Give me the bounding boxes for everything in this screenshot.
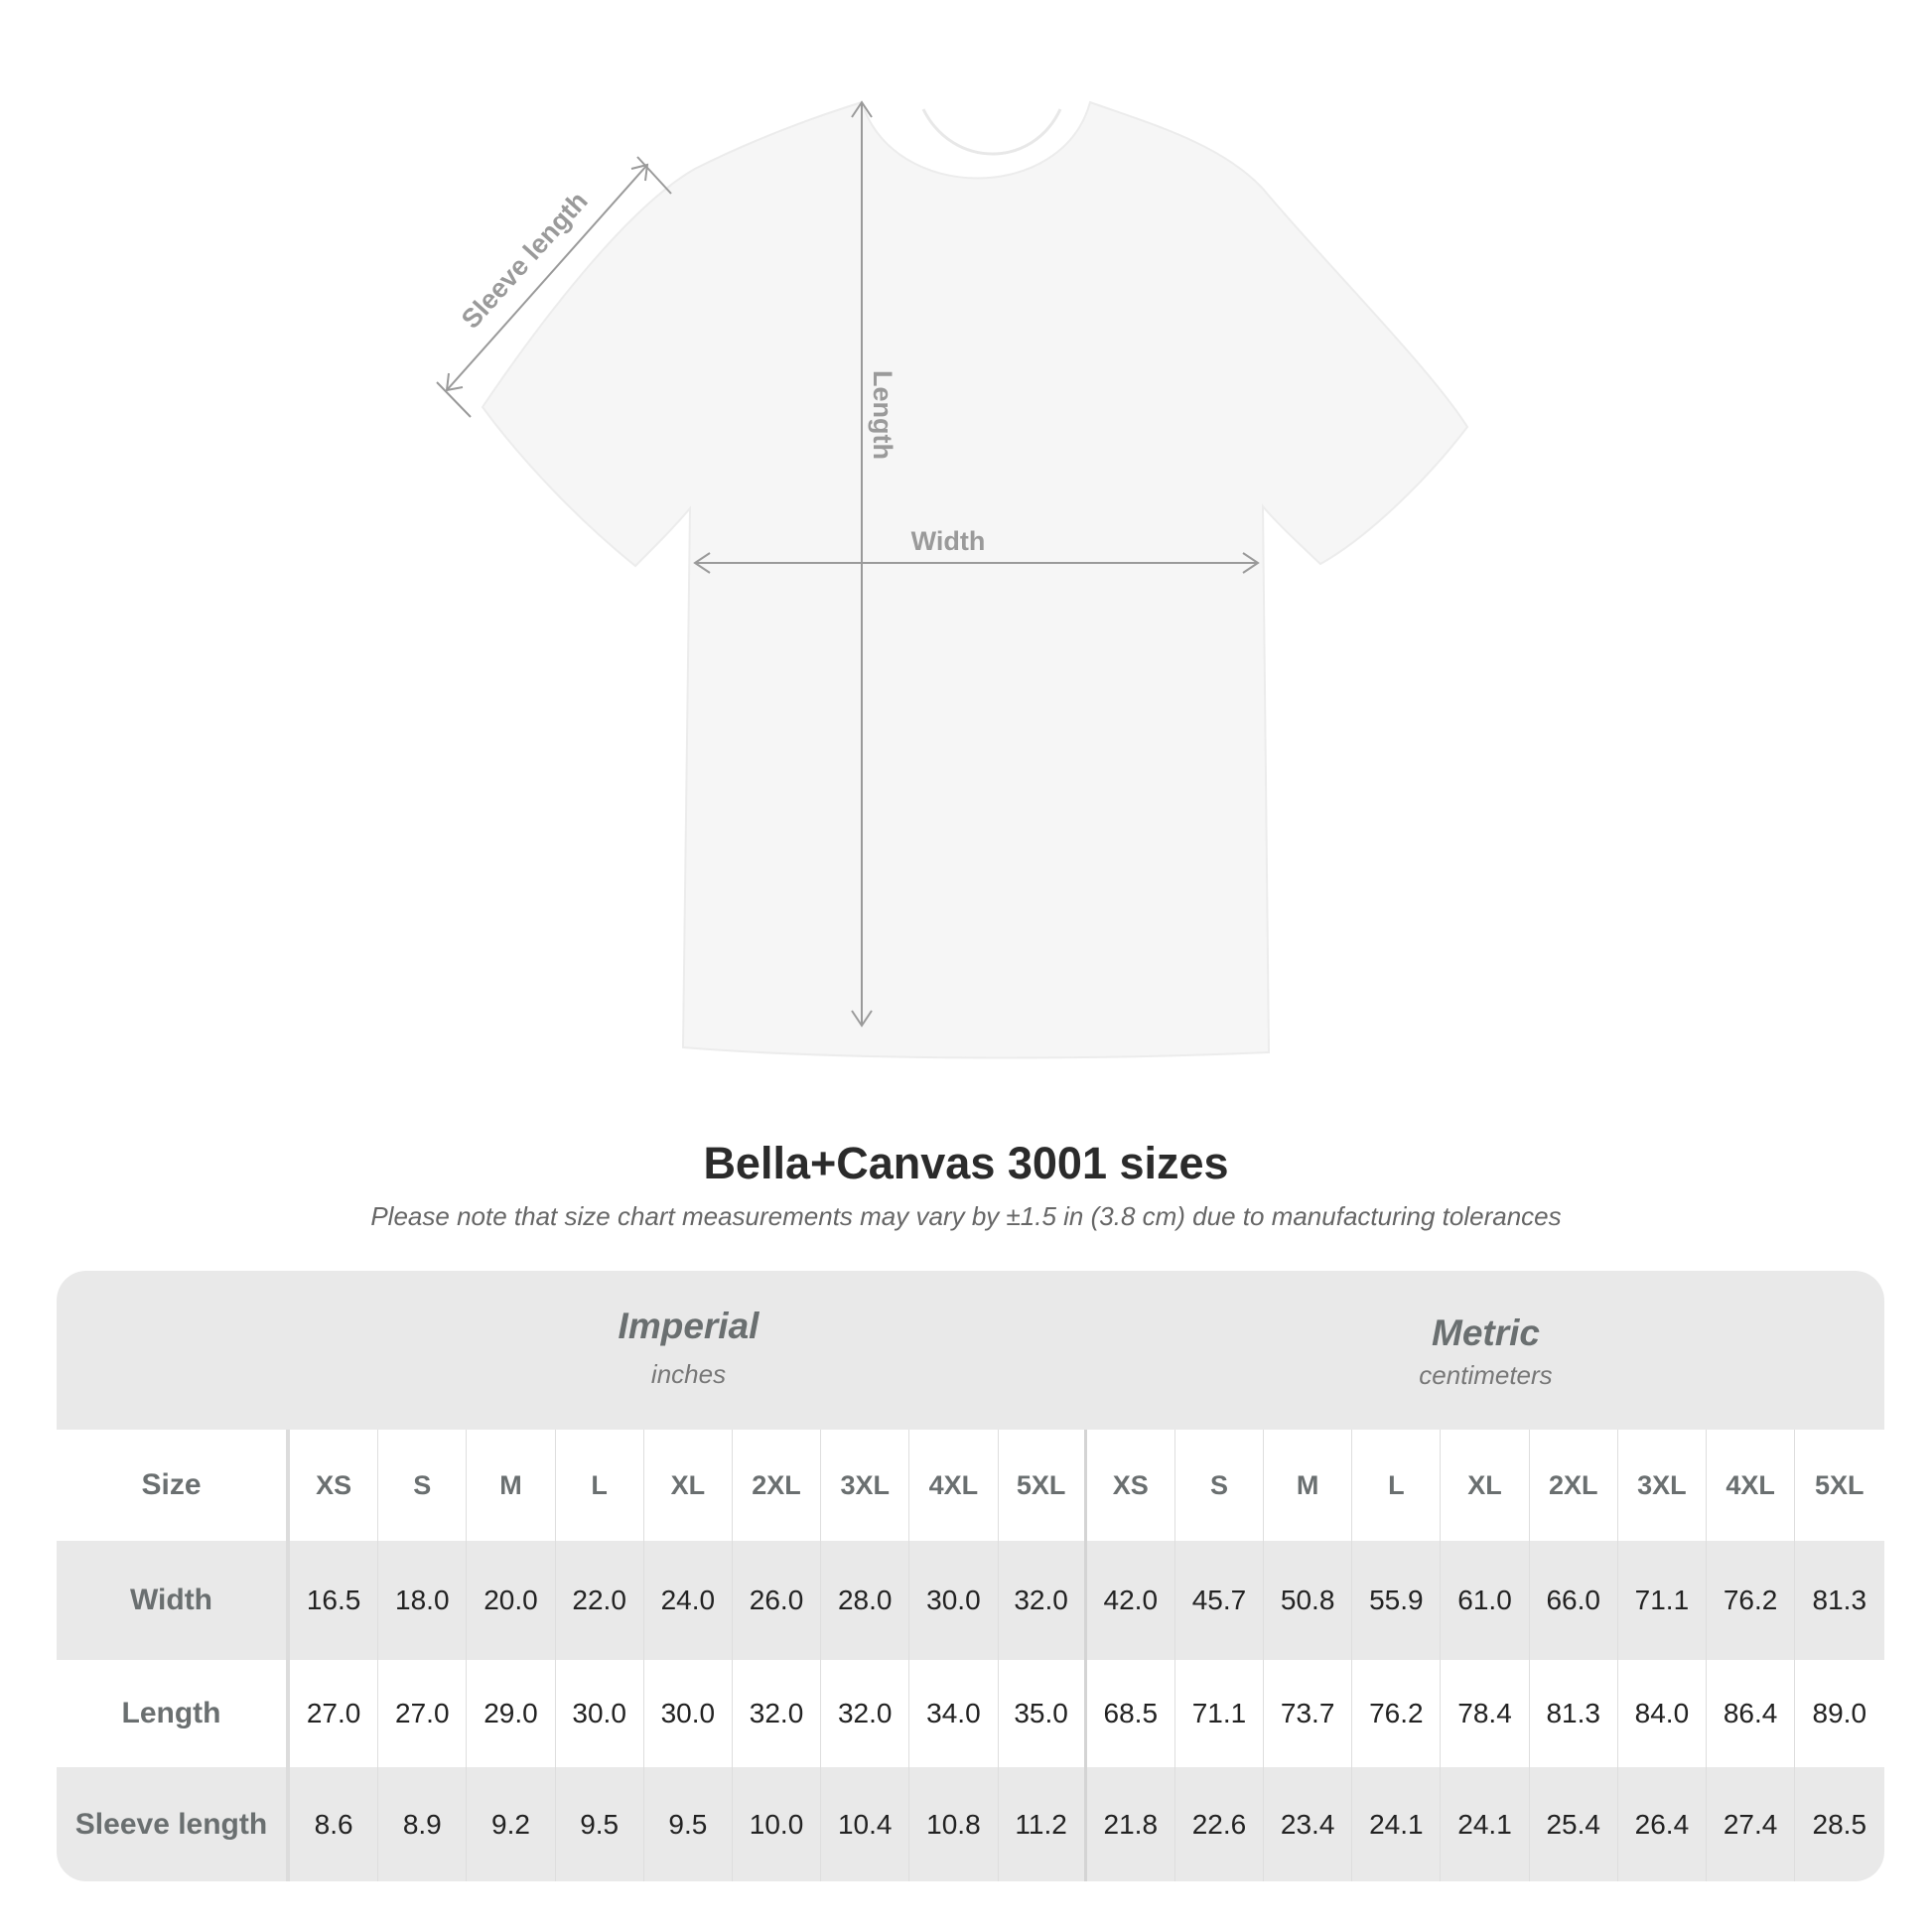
- table-cell-metric: 61.0: [1441, 1541, 1530, 1660]
- table-cell-metric: 26.4: [1618, 1767, 1707, 1881]
- table-cell-imperial: 30.0: [909, 1541, 999, 1660]
- table-cell-imperial: 10.0: [733, 1767, 822, 1881]
- size-table: Imperial inches Metric centimeters Size X…: [57, 1271, 1884, 1881]
- collar-seam: [921, 108, 1062, 156]
- table-cell-metric: 89.0: [1812, 1698, 1867, 1728]
- length-label: Length: [868, 370, 897, 460]
- tshirt-diagram: Sleeve length Length Width: [436, 100, 1469, 1059]
- table-cell-metric: 73.7: [1264, 1660, 1353, 1767]
- table-cell-imperial: 27.0: [290, 1660, 379, 1767]
- table-cell-metric: 24.1: [1352, 1767, 1442, 1881]
- table-cell-imperial: 27.0: [378, 1660, 468, 1767]
- metric-unit: centimeters: [1419, 1360, 1553, 1390]
- imperial-group: Imperial inches: [290, 1306, 1087, 1390]
- tolerance-note: Please note that size chart measurements…: [370, 1201, 1562, 1231]
- size-header-label: Size: [57, 1430, 290, 1541]
- size-header-imperial: 5XL: [999, 1430, 1087, 1541]
- table-cell-metric: 21.8: [1087, 1767, 1175, 1881]
- table-cell-metric: 25.4: [1530, 1767, 1618, 1881]
- metric-group: Metric centimeters: [1087, 1312, 1884, 1391]
- size-header-row: Size XS S M L XL 2XL 3XL 4XL 5XL XS S M L XL 2XL 3XL 4XL 5…: [57, 1430, 1884, 1541]
- size-header-metric: 5XL: [1815, 1469, 1864, 1500]
- metric-title: Metric: [1432, 1312, 1540, 1353]
- table-cell-metric: 81.3: [1812, 1585, 1867, 1615]
- size-header-metric: S: [1175, 1430, 1265, 1541]
- size-header-metric: 3XL: [1618, 1430, 1707, 1541]
- table-cell-imperial: 35.0: [999, 1660, 1087, 1767]
- row-label: Width: [57, 1541, 290, 1660]
- table-cell-metric: 27.4: [1707, 1767, 1796, 1881]
- table-cell-imperial: 26.0: [733, 1541, 822, 1660]
- table-cell-metric: 22.6: [1175, 1767, 1265, 1881]
- table-cell-metric: 42.0: [1087, 1541, 1175, 1660]
- table-cell-metric: 66.0: [1530, 1541, 1618, 1660]
- table-cell-imperial: 10.4: [821, 1767, 910, 1881]
- table-row: Sleeve length 8.6 8.9 9.2 9.5 9.5 10.0 10.4 10.8…: [57, 1767, 1884, 1881]
- table-cell-imperial: 20.0: [467, 1541, 556, 1660]
- table-cell-imperial: 8.6: [290, 1767, 379, 1881]
- table-cell-imperial: 29.0: [467, 1660, 556, 1767]
- size-header-imperial: XL: [644, 1430, 733, 1541]
- table-cell-metric: 76.2: [1352, 1660, 1442, 1767]
- page-title: Bella+Canvas 3001 sizes: [703, 1138, 1229, 1188]
- sleeve-arrow: [446, 164, 648, 391]
- row-label: Length: [57, 1660, 290, 1767]
- table-cell-imperial: 34.0: [909, 1660, 999, 1767]
- size-header-imperial: 4XL: [909, 1430, 999, 1541]
- imperial-unit: inches: [650, 1359, 727, 1389]
- table-cell-metric: 86.4: [1707, 1660, 1796, 1767]
- table-cell-imperial: 24.0: [644, 1541, 733, 1660]
- size-header-metric: XL: [1441, 1430, 1530, 1541]
- table-cell-metric: 55.9: [1352, 1541, 1442, 1660]
- table-cell-metric: 28.5: [1812, 1808, 1867, 1840]
- table-cell-imperial: 9.5: [556, 1767, 644, 1881]
- table-cell-imperial: 28.0: [821, 1541, 910, 1660]
- table-row: Width 16.5 18.0 20.0 22.0 24.0 26.0 28.0 30.0 32.…: [57, 1541, 1884, 1660]
- imperial-title: Imperial: [618, 1306, 759, 1346]
- table-cell-imperial: 32.0: [733, 1660, 822, 1767]
- table-cell-metric: 81.3: [1530, 1660, 1618, 1767]
- table-cell-imperial: 32.0: [821, 1660, 910, 1767]
- size-header-imperial: M: [467, 1430, 556, 1541]
- table-cell-imperial: 16.5: [290, 1541, 379, 1660]
- table-cell-metric: 23.4: [1264, 1767, 1353, 1881]
- size-header-metric: XS: [1087, 1430, 1175, 1541]
- table-cell-imperial: 11.2: [999, 1767, 1087, 1881]
- size-header-metric: 4XL: [1707, 1430, 1796, 1541]
- width-label: Width: [911, 526, 986, 556]
- table-cell-imperial: 8.9: [378, 1767, 468, 1881]
- table-cell-imperial: 30.0: [644, 1660, 733, 1767]
- size-header-metric: M: [1264, 1430, 1353, 1541]
- table-cell-metric: 45.7: [1175, 1541, 1265, 1660]
- table-row: Length 27.0 27.0 29.0 30.0 30.0 32.0 32.0 34.0 35…: [57, 1660, 1884, 1767]
- table-cell-imperial: 32.0: [999, 1541, 1087, 1660]
- table-cell-imperial: 22.0: [556, 1541, 644, 1660]
- size-header-imperial: XS: [290, 1430, 379, 1541]
- table-cell-metric: 84.0: [1618, 1660, 1707, 1767]
- table-cell-imperial: 9.5: [644, 1767, 733, 1881]
- size-header-imperial: 3XL: [821, 1430, 910, 1541]
- tshirt-shape: [481, 100, 1469, 1059]
- table-cell-metric: 68.5: [1087, 1660, 1175, 1767]
- table-cell-imperial: 30.0: [556, 1660, 644, 1767]
- table-cell-metric: 50.8: [1264, 1541, 1353, 1660]
- size-header-imperial: 2XL: [733, 1430, 822, 1541]
- table-cell-imperial: 10.8: [909, 1767, 999, 1881]
- table-cell-metric: 71.1: [1175, 1660, 1265, 1767]
- size-header-imperial: L: [556, 1430, 644, 1541]
- table-cell-metric: 78.4: [1441, 1660, 1530, 1767]
- size-header-imperial: S: [378, 1430, 468, 1541]
- table-cell-metric: 71.1: [1618, 1541, 1707, 1660]
- table-cell-metric: 76.2: [1707, 1541, 1796, 1660]
- table-cell-imperial: 9.2: [467, 1767, 556, 1881]
- row-band: [57, 1767, 1884, 1881]
- group-header-band: [57, 1271, 1884, 1430]
- row-label: Sleeve length: [57, 1767, 290, 1881]
- table-cell-imperial: 18.0: [378, 1541, 468, 1660]
- row-band: [57, 1541, 1884, 1660]
- size-header-metric: 2XL: [1530, 1430, 1618, 1541]
- size-header-metric: L: [1352, 1430, 1442, 1541]
- measure-arrows: [436, 100, 1260, 1028]
- table-cell-metric: 24.1: [1441, 1767, 1530, 1881]
